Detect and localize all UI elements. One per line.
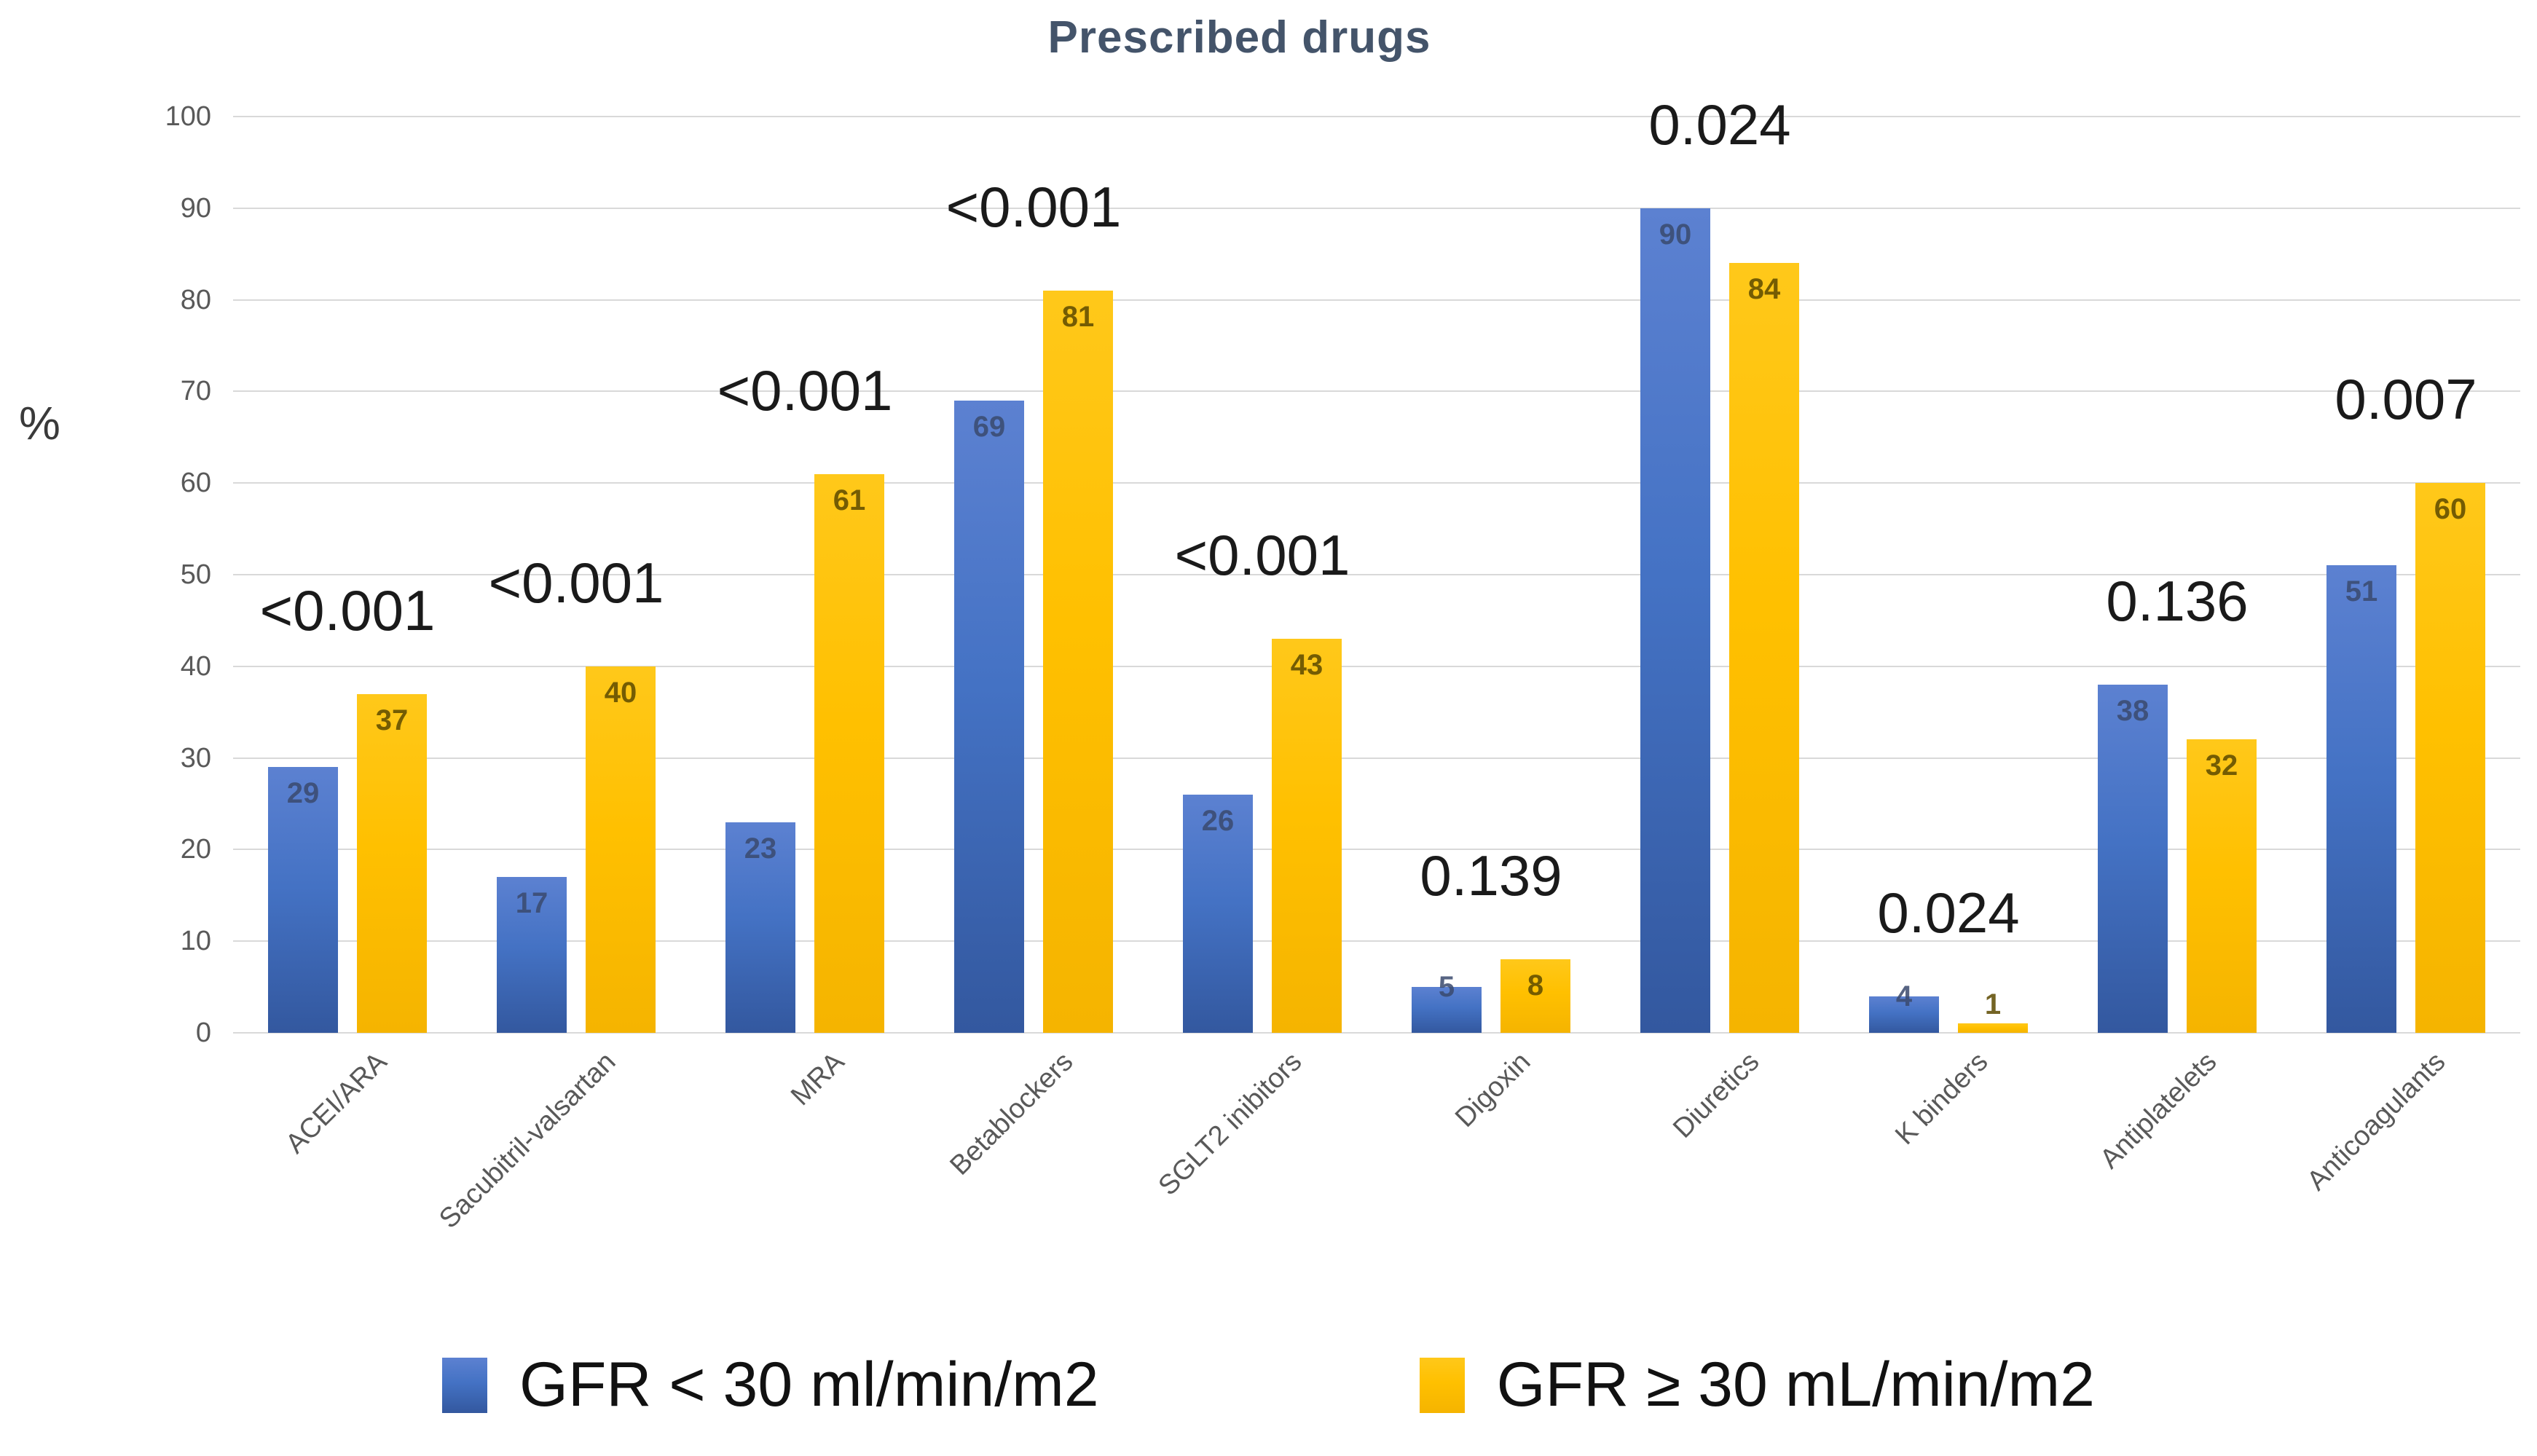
bar-blue-5 bbox=[1412, 987, 1482, 1033]
p-value-annotation-0: <0.001 bbox=[259, 578, 436, 642]
y-tick-label-50: 50 bbox=[180, 559, 211, 590]
legend-entry-gfr-lt-30: GFR < 30 ml/min/m2 bbox=[441, 1349, 1099, 1421]
x-category-label-1: Sacubitril-valsartan bbox=[433, 1046, 622, 1235]
bar-value-label: 38 bbox=[2116, 694, 2149, 727]
legend: GFR < 30 ml/min/m2 GFR ≥ 30 mL/min/m2 bbox=[0, 1349, 2537, 1421]
bar-value-label: 60 bbox=[2434, 493, 2467, 526]
legend-label-gfr-lt-30: GFR < 30 ml/min/m2 bbox=[519, 1350, 1099, 1420]
gridline-0 bbox=[233, 1032, 2520, 1034]
bar-value-label: 23 bbox=[744, 832, 777, 865]
gridline-90 bbox=[233, 207, 2520, 209]
gridline-100 bbox=[233, 116, 2520, 117]
y-tick-label-40: 40 bbox=[180, 650, 211, 682]
bar-yellow-4 bbox=[1272, 639, 1342, 1033]
bar-value-label: 37 bbox=[375, 704, 409, 736]
bar-value-label: 5 bbox=[1438, 971, 1455, 1004]
bar-blue-9 bbox=[2326, 565, 2396, 1033]
bar-yellow-0 bbox=[357, 693, 427, 1033]
x-category-label-8: Antiplatelets bbox=[2094, 1046, 2223, 1175]
gridline-60 bbox=[233, 482, 2520, 484]
bar-value-label: 81 bbox=[1061, 301, 1095, 334]
bar-blue-6 bbox=[1640, 208, 1710, 1033]
p-value-annotation-2: <0.001 bbox=[717, 358, 893, 422]
bar-value-label: 90 bbox=[1659, 218, 1692, 251]
bar-value-label: 29 bbox=[286, 777, 320, 810]
legend-label-gfr-ge-30: GFR ≥ 30 mL/min/m2 bbox=[1496, 1350, 2096, 1420]
y-tick-label-70: 70 bbox=[180, 376, 211, 407]
p-value-annotation-3: <0.001 bbox=[945, 175, 1122, 240]
y-axis-label: % bbox=[19, 397, 60, 449]
bar-blue-2 bbox=[725, 822, 795, 1033]
bar-value-label: 26 bbox=[1201, 804, 1235, 837]
bar-value-label: 4 bbox=[1895, 980, 1913, 1012]
y-tick-label-0: 0 bbox=[195, 1018, 211, 1048]
bar-value-label: 1 bbox=[1984, 988, 2002, 1021]
legend-swatch-blue bbox=[441, 1357, 487, 1413]
gridline-30 bbox=[233, 757, 2520, 759]
p-value-annotation-4: <0.001 bbox=[1174, 523, 1350, 588]
bar-blue-0 bbox=[268, 767, 338, 1033]
bar-value-label: 8 bbox=[1527, 969, 1544, 1002]
gridline-80 bbox=[233, 299, 2520, 301]
legend-swatch-yellow bbox=[1419, 1357, 1465, 1413]
p-value-annotation-7: 0.024 bbox=[1877, 880, 2020, 945]
x-category-label-4: SGLT2 inibitors bbox=[1152, 1046, 1308, 1202]
p-value-annotation-8: 0.136 bbox=[2106, 568, 2249, 633]
y-tick-label-20: 20 bbox=[180, 834, 211, 865]
gridline-20 bbox=[233, 849, 2520, 851]
bar-yellow-1 bbox=[586, 666, 656, 1033]
bar-blue-8 bbox=[2098, 684, 2168, 1033]
p-value-annotation-1: <0.001 bbox=[488, 550, 664, 615]
legend-entry-gfr-ge-30: GFR ≥ 30 mL/min/m2 bbox=[1419, 1349, 2096, 1421]
bar-value-label: 40 bbox=[604, 676, 637, 709]
bar-yellow-3 bbox=[1043, 291, 1113, 1033]
x-category-label-9: Anticoagulants bbox=[2301, 1046, 2452, 1197]
p-value-annotation-6: 0.024 bbox=[1648, 92, 1791, 157]
bar-yellow-5 bbox=[1500, 959, 1570, 1033]
bar-yellow-2 bbox=[814, 473, 884, 1033]
gridline-50 bbox=[233, 574, 2520, 575]
bar-blue-7 bbox=[1869, 996, 1939, 1033]
y-tick-label-100: 100 bbox=[165, 101, 211, 132]
y-tick-label-10: 10 bbox=[180, 926, 211, 957]
bar-value-label: 61 bbox=[833, 484, 866, 516]
x-category-label-3: Betablockers bbox=[944, 1046, 1079, 1181]
p-value-annotation-9: 0.007 bbox=[2335, 367, 2477, 432]
bar-blue-4 bbox=[1183, 794, 1253, 1033]
gridline-70 bbox=[233, 390, 2520, 393]
bar-value-label: 17 bbox=[515, 887, 548, 920]
chart-title: Prescribed drugs bbox=[1047, 12, 1431, 63]
bar-value-label: 84 bbox=[1747, 273, 1781, 306]
y-tick-label-90: 90 bbox=[180, 192, 211, 224]
bar-value-label: 69 bbox=[972, 410, 1006, 443]
x-category-label-6: Diuretics bbox=[1667, 1046, 1766, 1144]
y-tick-label-60: 60 bbox=[180, 468, 211, 499]
x-category-label-5: Digoxin bbox=[1450, 1046, 1537, 1134]
p-value-annotation-5: 0.139 bbox=[1420, 843, 1562, 908]
bar-blue-3 bbox=[954, 400, 1024, 1033]
bar-yellow-6 bbox=[1729, 263, 1799, 1033]
bar-value-label: 32 bbox=[2205, 749, 2238, 782]
x-category-label-0: ACEI/ARA bbox=[280, 1046, 393, 1160]
bar-value-label: 51 bbox=[2345, 575, 2378, 608]
y-tick-label-80: 80 bbox=[180, 284, 211, 315]
bar-yellow-7 bbox=[1958, 1023, 2028, 1033]
bar-value-label: 43 bbox=[1290, 649, 1323, 682]
bar-blue-1 bbox=[497, 877, 567, 1033]
bar-yellow-8 bbox=[2187, 739, 2257, 1033]
x-category-label-2: MRA bbox=[784, 1046, 851, 1112]
y-tick-label-30: 30 bbox=[180, 742, 211, 774]
gridline-10 bbox=[233, 940, 2520, 943]
gridline-40 bbox=[233, 665, 2520, 667]
x-category-label-7: K binders bbox=[1889, 1046, 1994, 1151]
bar-yellow-9 bbox=[2415, 483, 2485, 1033]
